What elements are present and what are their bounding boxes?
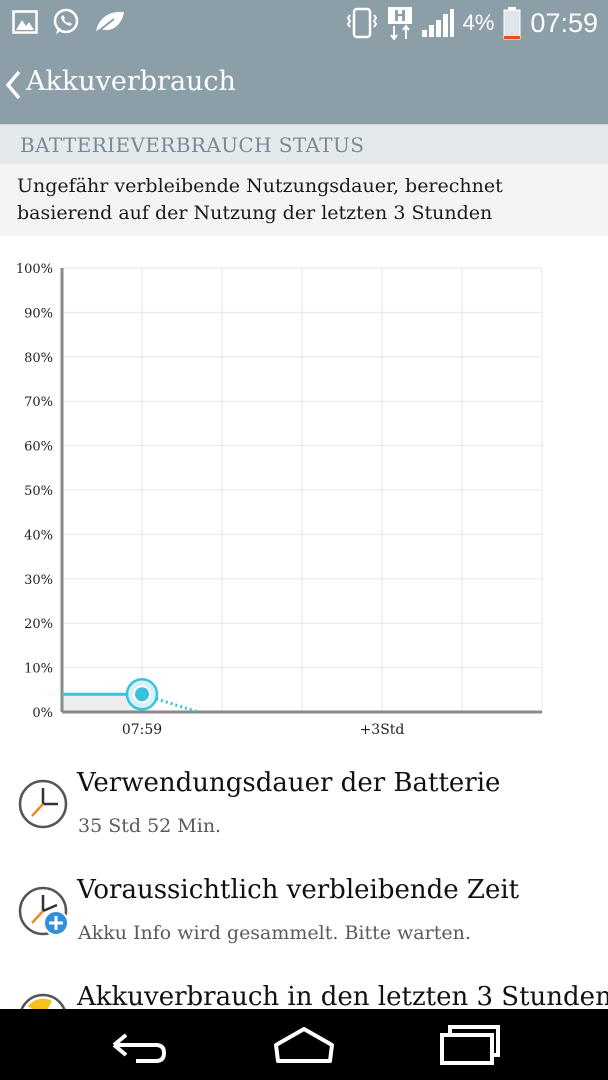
y-tick-label: 60% [24,440,53,455]
recents-icon[interactable] [438,1023,502,1067]
y-tick-label: 80% [24,351,53,366]
status-icons: H 4% 07:59 [345,4,598,42]
clock-icon [18,779,68,829]
history-area [62,694,142,712]
y-tick-label: 0% [32,706,53,721]
signal-icon [421,9,454,37]
back-arrow-icon[interactable] [4,68,24,102]
clock: 07:59 [530,7,598,38]
y-tick-labels: 0% 10% 20% 30% 40% 50% 60% 70% 80% 90% 100% [16,262,53,721]
current-point [133,685,151,704]
y-tick-label: 30% [24,573,53,588]
y-tick-label: 50% [24,484,53,499]
x-tick-label: 07:59 [122,722,162,738]
whatsapp-icon [53,8,79,34]
back-icon[interactable] [106,1023,170,1067]
leaf-icon [95,11,124,34]
clock-add-icon [18,886,69,936]
list-item-usage-last-3h[interactable]: Akkuverbrauch in den letzten 3 Stunden [0,976,608,1009]
chart-series [62,677,199,714]
section-description: Ungefähr verbleibende Nutzungsdauer, ber… [0,164,608,236]
y-tick-label: 90% [24,306,53,321]
list-item-remaining-time[interactable]: Voraussichtlich verbleibende Zeit Akku I… [0,869,608,969]
action-bar: Akkuverbrauch [0,46,608,124]
data-h-icon: H [387,7,412,40]
clock-partial-icon [20,993,66,1009]
x-tick-labels: 07:59 +3Std [122,722,405,738]
list-item-subtitle: 35 Std 52 Min. [78,815,222,837]
list-item-title: Akkuverbrauch in den letzten 3 Stunden [77,982,608,1009]
list-item-title: Voraussichtlich verbleibende Zeit [77,875,520,905]
chart-axes [60,268,542,714]
section-header: BATTERIEVERBRAUCH STATUS [0,124,608,164]
page-title: Akkuverbrauch [26,66,236,97]
notification-icons [12,8,126,36]
list-item-battery-usage-time[interactable]: Verwendungsdauer der Batterie 35 Std 52 … [0,762,608,862]
x-tick-label: +3Std [360,722,405,738]
gallery-icon [12,10,38,34]
section-title: BATTERIEVERBRAUCH STATUS [20,133,365,157]
svg-text:H: H [393,7,406,25]
chart-fill [62,694,142,712]
description-text: Ungefähr verbleibende Nutzungsdauer, ber… [17,175,503,224]
home-icon[interactable] [272,1023,336,1067]
navigation-bar [0,1009,608,1080]
y-tick-label: 100% [16,262,53,277]
chart-grid [62,267,543,712]
status-bar: H 4% 07:59 [0,0,608,46]
list-item-title: Verwendungsdauer der Batterie [77,768,501,798]
y-tick-label: 70% [24,395,53,410]
battery-percent: 4% [462,10,495,35]
y-tick-label: 20% [24,617,53,632]
y-tick-label: 10% [24,662,53,677]
battery-icon [503,7,521,40]
y-tick-label: 40% [24,528,53,543]
list-item-subtitle: Akku Info wird gesammelt. Bitte warten. [78,922,471,944]
battery-chart: 0% 10% 20% 30% 40% 50% 60% 70% 80% 90% 100% 07:59 +… [16,262,543,738]
vibrate-icon [346,7,377,39]
